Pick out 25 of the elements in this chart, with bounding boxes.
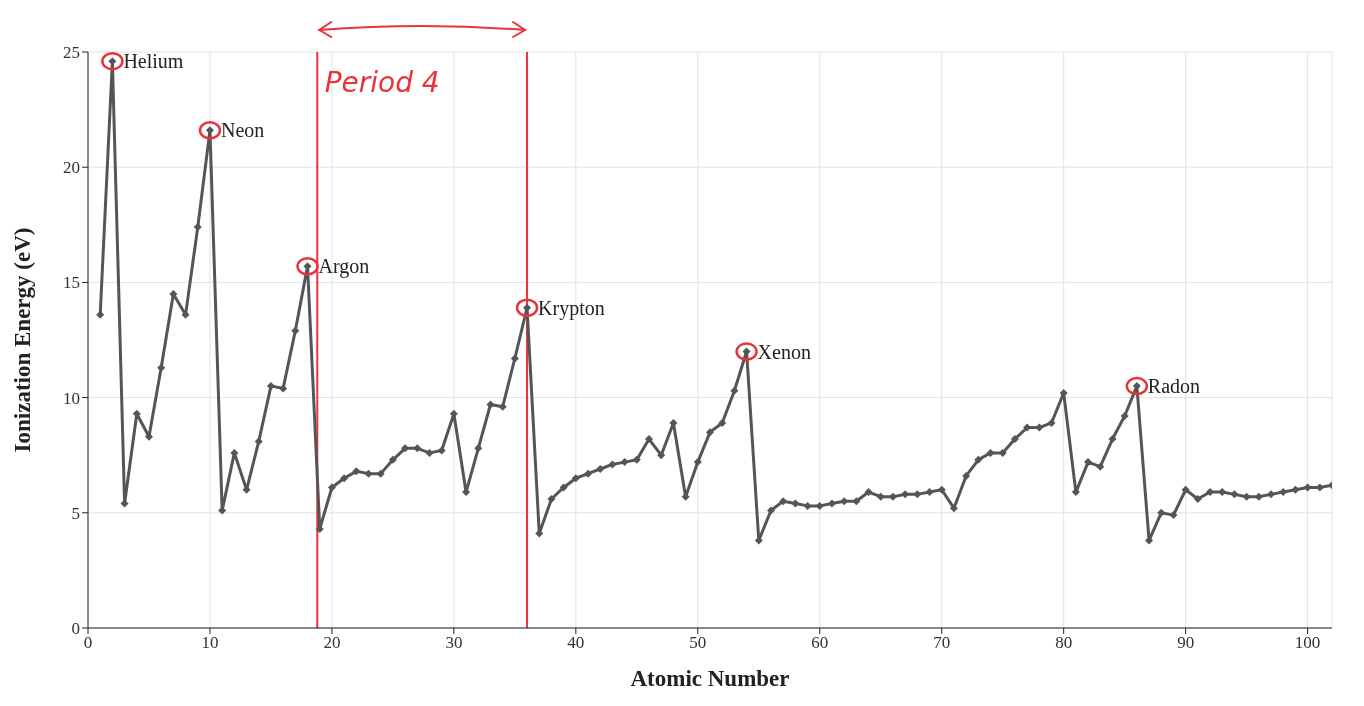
x-tick-label: 80: [1055, 633, 1073, 653]
x-tick-label: 60: [811, 633, 829, 653]
y-tick-label: 15: [63, 273, 80, 293]
annotation: Period 4: [324, 66, 440, 99]
annotation: Argon: [318, 255, 370, 279]
x-tick-label: 10: [201, 633, 219, 653]
x-tick-label: 90: [1177, 633, 1195, 653]
y-axis-title: Ionization Energy (eV): [10, 227, 36, 453]
annotation: Radon: [1147, 375, 1201, 398]
x-tick-label: 100: [1294, 633, 1321, 653]
x-axis-title: Atomic Number: [630, 666, 790, 691]
y-tick-label: 25: [63, 43, 80, 63]
y-tick-label: 5: [71, 503, 80, 523]
annotation: Neon: [220, 119, 265, 142]
x-tick-label: 70: [933, 633, 951, 653]
x-tick-label: 50: [689, 633, 707, 653]
annotation: Helium: [123, 50, 184, 73]
annotation: Krypton: [538, 296, 605, 320]
y-tick-label: 0: [71, 619, 80, 639]
x-tick-label: 40: [567, 633, 585, 653]
y-tick-label: 10: [63, 388, 80, 408]
x-tick-label: 20: [323, 633, 341, 653]
y-tick-label: 20: [63, 158, 80, 178]
annotation: Xenon: [757, 340, 811, 363]
x-tick-label: 30: [445, 633, 463, 653]
